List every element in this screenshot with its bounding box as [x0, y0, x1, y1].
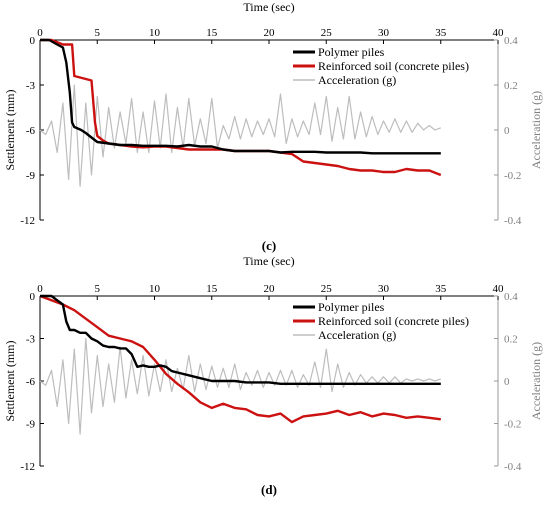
x-axis-title: Time (sec)	[243, 0, 294, 14]
legend-label: Reinforced soil (concrete piles)	[318, 59, 469, 73]
y-tick-label: -6	[26, 125, 36, 137]
x-tick-label: 35	[435, 27, 447, 39]
chart-panel-1: 0 5 10 15 20 25 30 35 40 0 -3 -6 -9 -12 0.4 0.2 0 -0.2 -0.…	[3, 0, 543, 253]
x-tick-label: 25	[321, 27, 333, 39]
y-tick-label: -9	[26, 170, 36, 182]
y-axis-title: Settlement (mm)	[3, 90, 17, 171]
x-tick-label: 20	[264, 283, 276, 295]
y2-tick-label: 0.4	[504, 35, 518, 47]
x-tick-label: 30	[378, 283, 390, 295]
series-line-3	[39, 337, 442, 435]
y-tick-label: 0	[30, 35, 36, 47]
series-line-2	[40, 38, 442, 177]
series-line-1	[40, 294, 441, 385]
x-tick-label: 0	[37, 283, 43, 295]
x-tick-label: 15	[206, 27, 218, 39]
series-line-3	[39, 84, 442, 187]
legend-label: Reinforced soil (concrete piles)	[318, 314, 469, 328]
x-tick-label: 25	[321, 283, 333, 295]
y-tick-label: -6	[26, 376, 36, 388]
legend-label: Polymer piles	[318, 45, 385, 59]
x-tick-label: 0	[37, 27, 43, 39]
y2-tick-label: -0.4	[504, 215, 522, 227]
y-tick-label: 0	[30, 291, 36, 303]
panel-label: (c)	[262, 238, 276, 253]
x-tick-label: 40	[493, 27, 505, 39]
y2-axis-title: Acceleration (g)	[529, 342, 543, 420]
y2-tick-label: 0.4	[504, 291, 518, 303]
y-tick-label: -9	[26, 419, 36, 431]
y2-tick-label: -0.4	[504, 461, 522, 473]
x-tick-label: 40	[493, 283, 505, 295]
y2-tick-label: 0.2	[504, 334, 518, 346]
chart-panel-2: 0 5 10 15 20 25 30 35 40 0 -3 -6 -9 -12 0.4 0.2 0 -0.2 -0.…	[3, 254, 543, 497]
x-tick-label: 30	[378, 27, 390, 39]
x-tick-label: 5	[95, 27, 101, 39]
series-line-2	[39, 294, 441, 424]
y-tick-label: -3	[26, 80, 36, 92]
panel-label: (d)	[261, 482, 277, 497]
x-axis-title: Time (sec)	[243, 254, 294, 268]
legend-label: Polymer piles	[318, 300, 385, 314]
y2-axis-title: Acceleration (g)	[529, 91, 543, 169]
legend-label: Acceleration (g)	[318, 73, 396, 87]
x-tick-label: 20	[264, 27, 276, 39]
y2-tick-label: -0.2	[504, 170, 521, 182]
y2-tick-label: -0.2	[504, 419, 521, 431]
y-axis-title: Settlement (mm)	[3, 341, 17, 422]
x-tick-label: 10	[149, 27, 161, 39]
x-tick-label: 35	[435, 283, 447, 295]
y-tick-label: -12	[20, 461, 35, 473]
x-tick-label: 5	[95, 283, 101, 295]
x-tick-label: 15	[206, 283, 218, 295]
legend-label: Acceleration (g)	[318, 328, 396, 342]
y-tick-label: -3	[26, 334, 36, 346]
y2-tick-label: 0	[504, 125, 510, 137]
y2-tick-label: 0.2	[504, 80, 518, 92]
series-line-1	[40, 38, 441, 155]
y2-tick-label: 0	[504, 376, 510, 388]
y-tick-label: -12	[20, 215, 35, 227]
x-tick-label: 10	[149, 283, 161, 295]
